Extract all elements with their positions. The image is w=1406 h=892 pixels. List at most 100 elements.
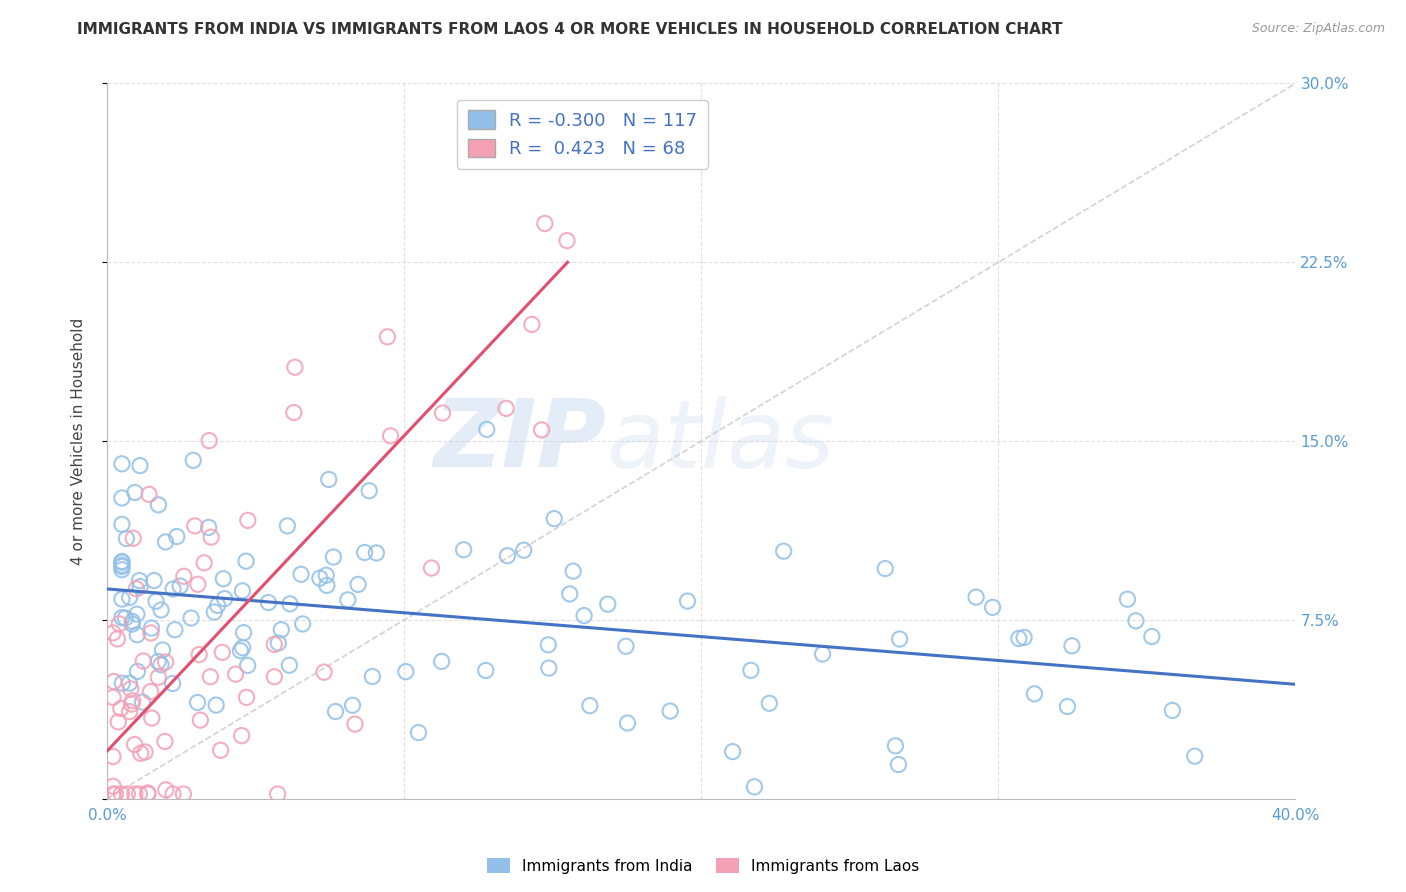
Point <box>101 690 124 705</box>
Point <box>496 549 519 563</box>
Point <box>139 626 162 640</box>
Point <box>117 787 139 801</box>
Point <box>105 632 128 646</box>
Point <box>312 665 335 680</box>
Point <box>266 787 288 801</box>
Point <box>172 787 194 801</box>
Point <box>343 717 366 731</box>
Point <box>101 625 124 640</box>
Point <box>136 787 159 801</box>
Point <box>270 623 292 637</box>
Point <box>169 579 191 593</box>
Point <box>104 787 127 801</box>
Point <box>150 603 173 617</box>
Point <box>432 406 454 420</box>
Point <box>887 757 910 772</box>
Point <box>111 676 134 690</box>
Point <box>107 714 129 729</box>
Point <box>322 549 344 564</box>
Point <box>162 787 184 801</box>
Point <box>366 546 388 560</box>
Legend: R = -0.300   N = 117, R =  0.423   N = 68: R = -0.300 N = 117, R = 0.423 N = 68 <box>457 100 709 169</box>
Point <box>884 739 907 753</box>
Point <box>187 577 209 591</box>
Point <box>263 637 285 651</box>
Point <box>115 532 138 546</box>
Point <box>537 638 560 652</box>
Point <box>596 597 619 611</box>
Point <box>236 513 259 527</box>
Point <box>163 623 186 637</box>
Point <box>111 592 134 607</box>
Point <box>232 640 254 655</box>
Point <box>558 587 581 601</box>
Point <box>267 636 290 650</box>
Point <box>325 705 347 719</box>
Point <box>111 558 134 573</box>
Point <box>148 498 170 512</box>
Point <box>162 582 184 596</box>
Point <box>124 787 146 801</box>
Point <box>124 738 146 752</box>
Point <box>232 625 254 640</box>
Point <box>205 698 228 712</box>
Point <box>772 544 794 558</box>
Point <box>1060 639 1083 653</box>
Point <box>380 429 402 443</box>
Point <box>200 670 222 684</box>
Point <box>347 577 370 591</box>
Point <box>315 568 337 582</box>
Point <box>520 318 543 332</box>
Point <box>572 608 595 623</box>
Point <box>153 734 176 748</box>
Point <box>318 473 340 487</box>
Point <box>211 645 233 659</box>
Point <box>263 670 285 684</box>
Point <box>744 780 766 794</box>
Point <box>278 597 301 611</box>
Point <box>453 542 475 557</box>
Point <box>475 664 498 678</box>
Point <box>118 705 141 719</box>
Point <box>155 535 177 549</box>
Y-axis label: 4 or more Vehicles in Household: 4 or more Vehicles in Household <box>72 318 86 565</box>
Legend: Immigrants from India, Immigrants from Laos: Immigrants from India, Immigrants from L… <box>481 852 925 880</box>
Point <box>377 330 399 344</box>
Point <box>162 676 184 690</box>
Point <box>359 483 381 498</box>
Point <box>659 704 682 718</box>
Point <box>1024 687 1046 701</box>
Point <box>395 665 418 679</box>
Point <box>166 530 188 544</box>
Point <box>129 580 152 594</box>
Text: atlas: atlas <box>606 395 834 487</box>
Point <box>198 434 221 448</box>
Point <box>111 491 134 505</box>
Point <box>136 786 159 800</box>
Point <box>676 594 699 608</box>
Point <box>128 787 150 801</box>
Point <box>231 729 253 743</box>
Point <box>235 554 257 568</box>
Point <box>148 655 170 669</box>
Point <box>131 695 153 709</box>
Point <box>132 654 155 668</box>
Point <box>103 674 125 689</box>
Point <box>202 605 225 619</box>
Point <box>308 571 330 585</box>
Point <box>278 658 301 673</box>
Point <box>120 681 142 696</box>
Point <box>139 684 162 698</box>
Text: Source: ZipAtlas.com: Source: ZipAtlas.com <box>1251 22 1385 36</box>
Point <box>315 578 337 592</box>
Point <box>121 617 143 632</box>
Point <box>127 628 149 642</box>
Point <box>353 545 375 559</box>
Point <box>111 563 134 577</box>
Point <box>101 787 124 801</box>
Text: IMMIGRANTS FROM INDIA VS IMMIGRANTS FROM LAOS 4 OR MORE VEHICLES IN HOUSEHOLD CO: IMMIGRANTS FROM INDIA VS IMMIGRANTS FROM… <box>77 22 1063 37</box>
Point <box>186 696 208 710</box>
Point <box>190 713 212 727</box>
Point <box>1056 699 1078 714</box>
Point <box>430 654 453 668</box>
